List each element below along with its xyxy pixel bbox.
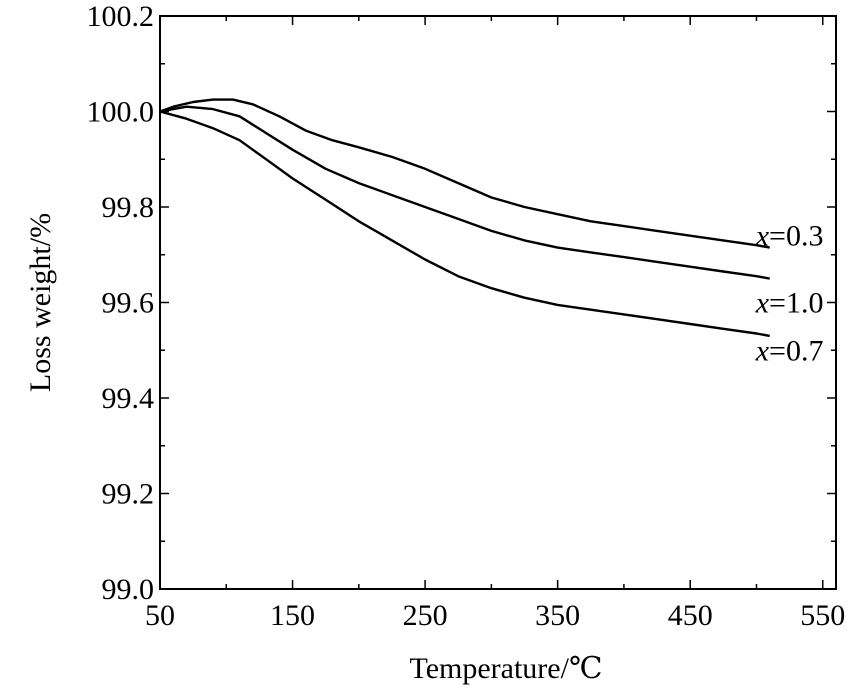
x-tick-label: 250 — [403, 599, 448, 632]
series-label: x=0.7 — [755, 334, 824, 367]
x-tick-label: 50 — [145, 599, 175, 632]
plot-frame — [159, 15, 837, 590]
y-axis-title: Loss weight/% — [24, 213, 57, 392]
x-tick-label: 550 — [800, 599, 845, 632]
x-tick-label: 150 — [270, 599, 315, 632]
y-tick-label: 99.4 — [102, 382, 155, 415]
series-line-x-1-0 — [159, 105, 770, 280]
series-label-value: =0.7 — [769, 334, 823, 367]
series-label-value: =1.0 — [769, 287, 823, 320]
y-tick-label: 99.6 — [102, 287, 155, 320]
y-tick-label: 100.2 — [87, 0, 155, 33]
series-line-x-0-7 — [159, 110, 770, 338]
series-label: x=1.0 — [755, 287, 824, 320]
x-axis-title: Temperature/℃ — [409, 652, 602, 685]
y-tick-label: 99.0 — [102, 573, 155, 606]
x-tick-label: 450 — [668, 599, 713, 632]
series-label-variable: x — [755, 287, 770, 320]
series-label-variable: x — [755, 334, 770, 367]
y-tick-label: 99.8 — [102, 191, 155, 224]
y-tick-label: 100.0 — [87, 96, 155, 129]
y-tick-label: 99.2 — [102, 478, 155, 511]
x-tick-label: 350 — [535, 599, 580, 632]
series-label-variable: x — [755, 220, 770, 253]
series-line-x-0-3 — [159, 98, 770, 249]
series-label-value: =0.3 — [769, 220, 823, 253]
series-label: x=0.3 — [755, 220, 824, 253]
